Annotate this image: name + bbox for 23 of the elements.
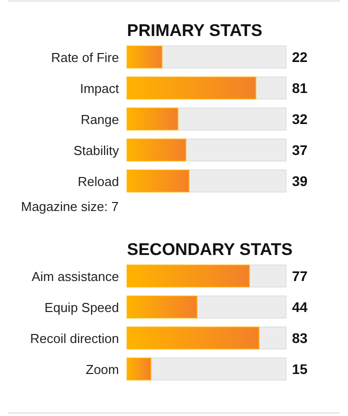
text: Magazine size: 7: [21, 199, 119, 214]
y-tick-label: Zoom: [86, 362, 119, 377]
data-label: 22: [292, 49, 308, 65]
y-tick-label: Rate of Fire: [51, 50, 119, 65]
data-label: 83: [292, 330, 308, 346]
chart-title: SECONDARY STATS: [127, 240, 293, 259]
y-tick-label: Aim assistance: [32, 269, 119, 284]
data-label: 39: [292, 173, 308, 189]
data-label: 32: [292, 111, 308, 127]
y-tick-label: Range: [80, 112, 119, 127]
y-tick-label: Reload: [78, 174, 119, 189]
data-label: 77: [292, 268, 308, 284]
data-label: 15: [292, 361, 308, 377]
bar: [126, 358, 152, 380]
bar: [126, 46, 162, 68]
y-tick-label: Impact: [80, 81, 120, 96]
y-tick-label: Equip Speed: [44, 300, 119, 315]
data-label: 37: [292, 142, 308, 158]
chart-title: PRIMARY STATS: [127, 21, 262, 40]
data-label: 44: [292, 299, 308, 315]
data-label: 81: [292, 80, 308, 96]
y-tick-label: Recoil direction: [30, 331, 119, 346]
y-tick-label: Stability: [73, 143, 120, 158]
